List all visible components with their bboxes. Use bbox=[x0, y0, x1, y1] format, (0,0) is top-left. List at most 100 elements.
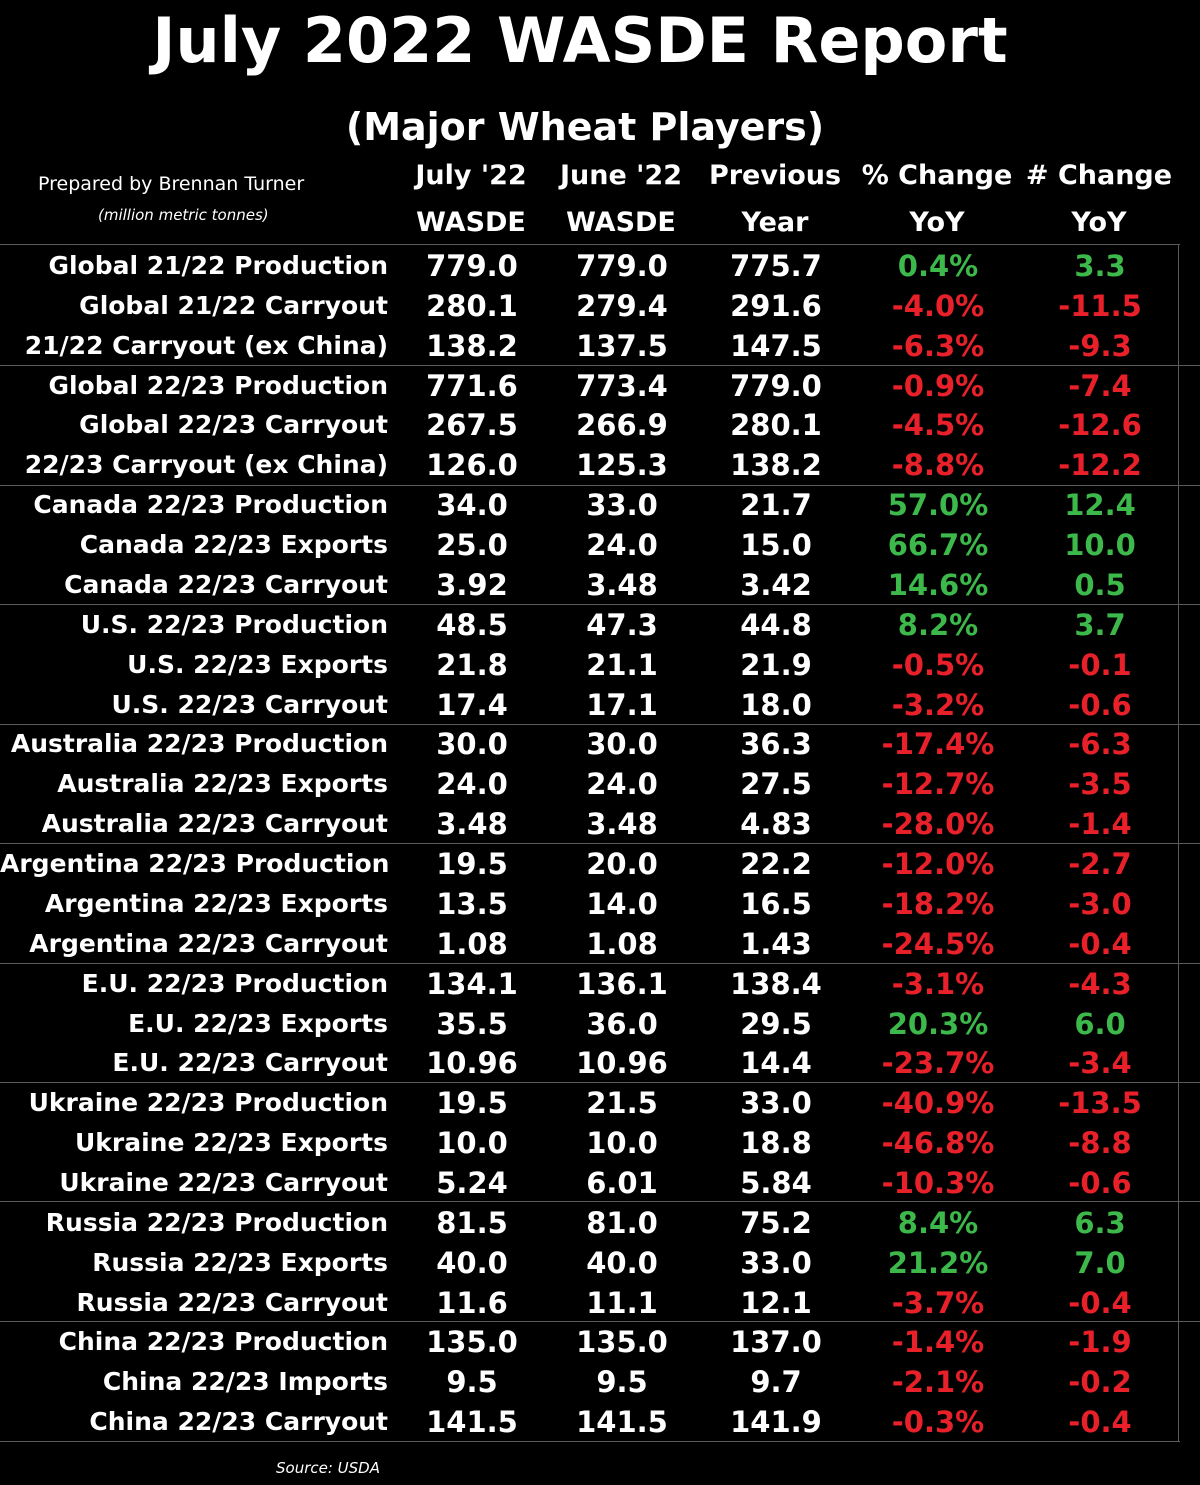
table-row: Argentina 22/23 Production 19.5 20.0 22.2 -1… bbox=[0, 844, 1200, 884]
col-header-july-line1: July '22 bbox=[415, 160, 527, 191]
row-label: Argentina 22/23 Production bbox=[0, 849, 390, 879]
previous-year-cell: 27.5 bbox=[740, 767, 812, 802]
num-change-cell: 6.0 bbox=[1074, 1006, 1126, 1041]
previous-year-cell: 4.83 bbox=[740, 807, 812, 842]
row-label: Russia 22/23 Carryout bbox=[76, 1287, 388, 1317]
pct-change-cell: 21.2% bbox=[887, 1245, 989, 1280]
row-label: Global 22/23 Production bbox=[48, 370, 388, 400]
june-wasde-cell: 1.08 bbox=[586, 926, 658, 961]
july-wasde-cell: 35.5 bbox=[436, 1006, 508, 1041]
row-label: Global 21/22 Carryout bbox=[79, 290, 388, 320]
previous-year-cell: 16.5 bbox=[740, 886, 812, 921]
pct-change-cell: -0.3% bbox=[891, 1405, 985, 1440]
previous-year-cell: 280.1 bbox=[730, 408, 822, 443]
previous-year-cell: 137.0 bbox=[730, 1325, 822, 1360]
num-change-cell: -0.4 bbox=[1068, 1285, 1132, 1320]
july-wasde-cell: 13.5 bbox=[436, 886, 508, 921]
num-change-cell: -3.4 bbox=[1068, 1046, 1132, 1081]
june-wasde-cell: 137.5 bbox=[576, 328, 668, 363]
row-label: Argentina 22/23 Exports bbox=[44, 888, 388, 918]
section-divider bbox=[0, 365, 1200, 366]
previous-year-cell: 3.42 bbox=[740, 567, 812, 602]
row-label: Argentina 22/23 Carryout bbox=[29, 928, 388, 958]
july-wasde-cell: 30.0 bbox=[436, 727, 508, 762]
previous-year-cell: 147.5 bbox=[730, 328, 822, 363]
july-wasde-cell: 134.1 bbox=[426, 966, 518, 1001]
num-change-cell: -3.0 bbox=[1068, 886, 1132, 921]
june-wasde-cell: 36.0 bbox=[586, 1006, 658, 1041]
table-row: U.S. 22/23 Production 48.5 47.3 44.8 8.2% 3.7 bbox=[0, 605, 1200, 645]
previous-year-cell: 14.4 bbox=[740, 1046, 812, 1081]
page-subtitle: (Major Wheat Players) bbox=[345, 105, 825, 149]
july-wasde-cell: 25.0 bbox=[436, 528, 508, 563]
num-change-cell: -0.2 bbox=[1068, 1365, 1132, 1400]
row-label: Global 21/22 Production bbox=[48, 251, 388, 280]
table-row: Canada 22/23 Production 34.0 33.0 21.7 57.0%… bbox=[0, 485, 1200, 525]
july-wasde-cell: 40.0 bbox=[436, 1245, 508, 1280]
row-label: Ukraine 22/23 Exports bbox=[74, 1128, 388, 1158]
pct-change-cell: -17.4% bbox=[881, 727, 995, 762]
section-divider bbox=[0, 1201, 1200, 1202]
table-row: Global 21/22 Carryout 280.1 279.4 291.6 -4.0… bbox=[0, 286, 1200, 326]
num-change-cell: -12.2 bbox=[1058, 448, 1142, 483]
table-row: E.U. 22/23 Exports 35.5 36.0 29.5 20.3% 6.0 bbox=[0, 1004, 1200, 1044]
june-wasde-cell: 266.9 bbox=[576, 408, 668, 443]
july-wasde-cell: 48.5 bbox=[436, 607, 508, 642]
july-wasde-cell: 17.4 bbox=[436, 687, 508, 722]
table-right-border bbox=[1178, 244, 1179, 1441]
july-wasde-cell: 9.5 bbox=[446, 1365, 498, 1400]
row-label: Australia 22/23 Carryout bbox=[41, 809, 388, 839]
row-label: Ukraine 22/23 Carryout bbox=[59, 1168, 388, 1197]
table-row: Ukraine 22/23 Carryout 5.24 6.01 5.84 -10.3%… bbox=[0, 1163, 1200, 1203]
col-header-prev-line2: Year bbox=[741, 207, 809, 238]
table-row: Ukraine 22/23 Production 19.5 21.5 33.0 -40.… bbox=[0, 1083, 1200, 1123]
num-change-cell: 7.0 bbox=[1074, 1245, 1126, 1280]
july-wasde-cell: 3.48 bbox=[436, 807, 508, 842]
section-divider bbox=[0, 724, 1200, 725]
previous-year-cell: 775.7 bbox=[730, 249, 822, 283]
july-wasde-cell: 24.0 bbox=[436, 767, 508, 802]
col-header-june-line1: June '22 bbox=[559, 160, 683, 191]
author-credit: Prepared by Brennan Turner bbox=[38, 173, 305, 195]
row-label: Russia 22/23 Exports bbox=[92, 1247, 388, 1277]
col-header-july-line2: WASDE bbox=[416, 207, 526, 238]
july-wasde-cell: 138.2 bbox=[426, 328, 518, 363]
june-wasde-cell: 30.0 bbox=[586, 727, 658, 762]
june-wasde-cell: 9.5 bbox=[596, 1365, 648, 1400]
num-change-cell: -11.5 bbox=[1058, 288, 1142, 323]
pct-change-cell: -0.9% bbox=[891, 368, 985, 403]
num-change-cell: -12.6 bbox=[1058, 408, 1142, 443]
june-wasde-cell: 17.1 bbox=[586, 687, 658, 722]
june-wasde-cell: 141.5 bbox=[576, 1405, 668, 1440]
pct-change-cell: -46.8% bbox=[881, 1126, 995, 1161]
page-title: July 2022 WASDE Report bbox=[152, 4, 1008, 77]
june-wasde-cell: 47.3 bbox=[586, 607, 658, 642]
june-wasde-cell: 773.4 bbox=[576, 368, 668, 403]
previous-year-cell: 21.7 bbox=[740, 488, 812, 523]
previous-year-cell: 36.3 bbox=[740, 727, 812, 762]
num-change-cell: 3.3 bbox=[1074, 249, 1126, 283]
previous-year-cell: 15.0 bbox=[740, 528, 812, 563]
row-label: China 22/23 Imports bbox=[102, 1367, 388, 1397]
row-label: U.S. 22/23 Exports bbox=[127, 649, 388, 679]
pct-change-cell: -12.0% bbox=[881, 847, 995, 882]
source-note: Source: USDA bbox=[276, 1459, 380, 1477]
table-row: Russia 22/23 Exports 40.0 40.0 33.0 21.2% 7.0 bbox=[0, 1243, 1200, 1283]
pct-change-cell: -10.3% bbox=[881, 1166, 995, 1200]
table-row: 21/22 Carryout (ex China) 138.2 137.5 147.5… bbox=[0, 326, 1200, 366]
previous-year-cell: 1.43 bbox=[740, 926, 812, 961]
june-wasde-cell: 20.0 bbox=[586, 847, 658, 882]
june-wasde-cell: 40.0 bbox=[586, 1245, 658, 1280]
june-wasde-cell: 136.1 bbox=[576, 966, 668, 1001]
units-note: (million metric tonnes) bbox=[98, 206, 269, 224]
july-wasde-cell: 1.08 bbox=[436, 926, 508, 961]
previous-year-cell: 22.2 bbox=[740, 847, 812, 882]
table-row: Canada 22/23 Carryout 3.92 3.48 3.42 14.6% 0.… bbox=[0, 565, 1200, 605]
num-change-cell: -1.4 bbox=[1068, 807, 1132, 842]
col-header-june-line2: WASDE bbox=[566, 207, 676, 238]
table-row: Global 21/22 Production 779.0 779.0 775.7 0.… bbox=[0, 246, 1200, 286]
row-label: Canada 22/23 Carryout bbox=[64, 569, 388, 599]
july-wasde-cell: 267.5 bbox=[426, 408, 518, 443]
row-label: E.U. 22/23 Production bbox=[81, 968, 388, 998]
row-label: Australia 22/23 Exports bbox=[57, 769, 388, 799]
